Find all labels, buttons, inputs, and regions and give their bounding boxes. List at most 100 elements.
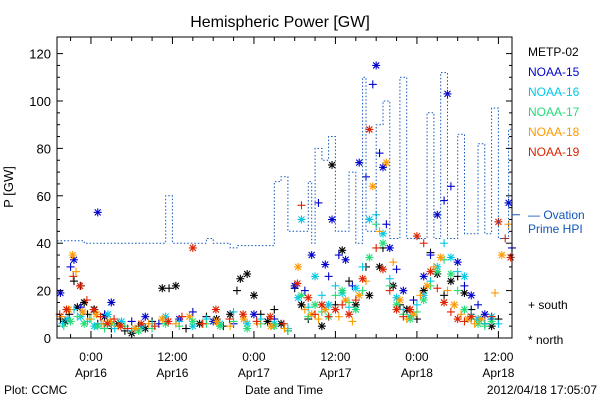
north-marker (236, 274, 245, 283)
north-marker (66, 317, 75, 326)
north-marker (297, 291, 306, 300)
south-marker (470, 319, 479, 328)
south-marker (429, 262, 438, 271)
north-marker (446, 253, 455, 262)
south-marker (409, 296, 418, 305)
ovation-layer (57, 72, 513, 249)
north-marker (372, 61, 381, 70)
south-marker (338, 300, 347, 309)
south-marker (225, 315, 234, 324)
south-marker (177, 312, 186, 321)
x-tick-date-label: Apr16 (156, 366, 188, 380)
south-marker (317, 291, 326, 300)
series-metp-02 (56, 160, 503, 338)
x-tick-time-label: 12:00 (320, 350, 350, 364)
north-marker (453, 258, 462, 267)
north-marker (69, 255, 78, 264)
south-marker (59, 322, 68, 331)
south-marker (392, 265, 401, 274)
north-marker (341, 296, 350, 305)
south-marker (182, 324, 191, 333)
south-marker (382, 220, 391, 229)
north-marker (423, 281, 432, 290)
north-marker (446, 277, 455, 286)
north-marker (215, 322, 224, 331)
north-marker (385, 243, 394, 252)
south-marker (229, 317, 238, 326)
south-marker (399, 312, 408, 321)
south-marker (69, 272, 78, 281)
north-marker (185, 312, 194, 321)
x-tick-time-label: 0:00 (79, 350, 103, 364)
ovation-legend-line: — Ovation (528, 208, 585, 222)
north-marker (368, 182, 377, 191)
south-marker (324, 312, 333, 321)
north-marker (504, 198, 513, 207)
north-marker (477, 315, 486, 324)
north-marker (116, 322, 125, 331)
south-marker (460, 317, 469, 326)
south-marker (331, 291, 340, 300)
south-marker (270, 305, 279, 314)
south-marker (229, 307, 238, 316)
north-marker (378, 239, 387, 248)
ovation-legend-line: Prime HPI (528, 222, 583, 236)
south-marker (446, 182, 455, 191)
south-marker (297, 201, 306, 210)
legend-item-noaa-16: NOAA-16 (528, 85, 580, 99)
north-marker (68, 251, 77, 260)
north-marker (446, 270, 455, 279)
north-marker (117, 317, 126, 326)
north-marker (395, 296, 404, 305)
south-marker (480, 322, 489, 331)
south-marker (110, 315, 119, 324)
north-marker (158, 284, 167, 293)
south-marker (314, 315, 323, 324)
north-marker (365, 125, 374, 134)
north-marker (355, 291, 364, 300)
south-marker (358, 286, 367, 295)
north-marker (419, 272, 428, 281)
south-marker (154, 319, 163, 328)
north-marker (78, 307, 87, 316)
x-tick-time-label: 0:00 (242, 350, 266, 364)
south-marker (375, 227, 384, 236)
north-marker (294, 262, 303, 271)
south-marker (96, 312, 105, 321)
north-marker (266, 312, 275, 321)
south-marker (311, 310, 320, 319)
south-marker (252, 317, 261, 326)
north-marker (171, 281, 180, 290)
north-marker (131, 324, 140, 333)
north-marker (365, 291, 374, 300)
footer-plot-credit: Plot: CCMC (4, 383, 68, 397)
north-marker (378, 163, 387, 172)
south-marker (494, 319, 503, 328)
north-marker (141, 312, 150, 321)
north-marker (392, 305, 401, 314)
north-marker (440, 298, 449, 307)
south-marker (300, 305, 309, 314)
north-marker (419, 296, 428, 305)
south-marker (358, 262, 367, 271)
north-marker (365, 215, 374, 224)
north-marker (450, 300, 459, 309)
x-tick-date-label: Apr18 (401, 366, 433, 380)
x-tick-time-label: 12:00 (483, 350, 513, 364)
north-marker (103, 319, 112, 328)
south-marker (487, 312, 496, 321)
x-tick-time-label: 12:00 (157, 350, 187, 364)
south-marker (198, 319, 207, 328)
south-marker (331, 281, 340, 290)
north-marker (351, 305, 360, 314)
north-marker (297, 215, 306, 224)
south-marker (389, 258, 398, 267)
south-marker (73, 312, 82, 321)
y-tick-label: 20 (37, 284, 51, 299)
x-tick-date-label: Apr16 (75, 366, 107, 380)
north-marker (243, 324, 252, 333)
south-marker (144, 319, 153, 328)
south-marker (69, 277, 78, 286)
north-marker (497, 251, 506, 260)
